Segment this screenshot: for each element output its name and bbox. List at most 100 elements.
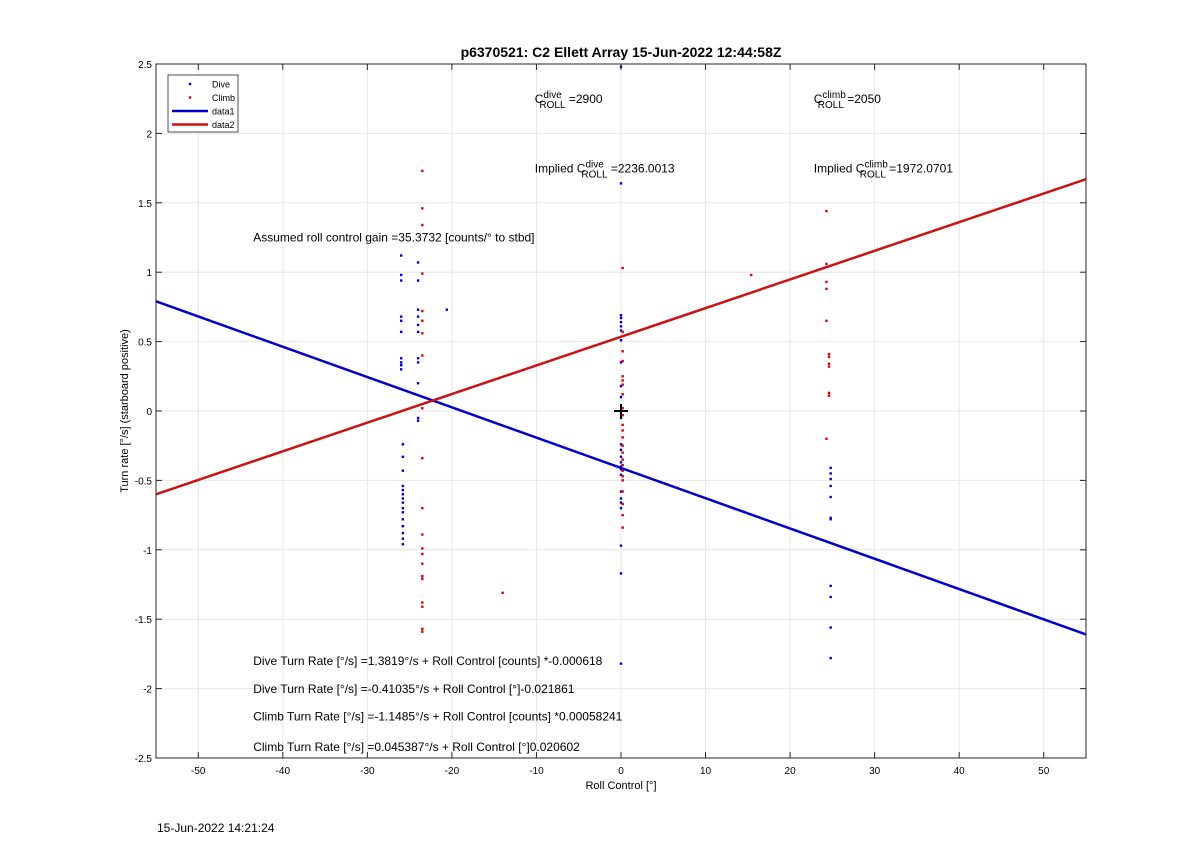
point-dive [619, 455, 623, 459]
point-climb [827, 394, 831, 397]
annotation-prefix: C [535, 92, 544, 106]
x-tick-label: 10 [700, 766, 712, 777]
y-tick-label: -2 [143, 685, 152, 696]
point-climb [621, 526, 624, 529]
point-dive [619, 662, 623, 665]
y-tick-label: 0 [146, 407, 152, 418]
x-tick-label: -20 [445, 766, 460, 777]
text-annotation: Dive Turn Rate [°/s] =1.3819°/s + Roll C… [253, 654, 602, 668]
axis-ticks: -50 -40 -30 -20 -10 0 10 20 30 40 50-2.5-2-1.5-1-0… [135, 60, 1086, 777]
point-climb [621, 458, 624, 461]
point-climb [825, 209, 828, 213]
point-dive [619, 182, 623, 185]
point-climb [421, 630, 424, 633]
annotation-prefix: Implied C [814, 161, 865, 175]
point-dive [619, 325, 623, 328]
x-tick-label: -40 [276, 766, 291, 777]
origin-marker [614, 404, 628, 418]
x-tick-label: 20 [785, 766, 797, 777]
point-dive [619, 544, 623, 547]
point-climb [421, 627, 424, 631]
point-climb [421, 605, 424, 608]
fit-line-data2 [156, 178, 1086, 496]
legend-label: Dive [212, 80, 230, 90]
point-climb [621, 469, 624, 472]
point-dive [399, 361, 403, 364]
point-climb [621, 359, 624, 363]
y-tick-label: 2.5 [138, 60, 152, 71]
point-climb [421, 223, 424, 227]
point-dive [401, 488, 405, 492]
point-climb [421, 547, 424, 550]
point-dive [829, 477, 832, 481]
annotation-value: =2050 [844, 92, 881, 106]
point-dive [416, 357, 420, 360]
point-climb [421, 577, 424, 581]
point-dive [619, 465, 623, 468]
point-dive [401, 525, 405, 528]
point-dive [416, 330, 420, 334]
point-dive [401, 469, 405, 472]
point-dive [401, 511, 405, 514]
point-climb [827, 365, 831, 368]
annotation-subscript: ROLL [581, 169, 608, 180]
point-climb [421, 319, 424, 322]
point-climb [621, 393, 624, 396]
point-dive [416, 416, 420, 420]
point-dive [619, 490, 623, 493]
point-dive [829, 626, 832, 629]
annotation-subscript: ROLL [818, 100, 845, 111]
point-dive [401, 531, 405, 535]
point-dive [401, 543, 405, 546]
point-dive [829, 495, 832, 499]
y-tick-label: -0.5 [135, 476, 153, 487]
text-annotation: Assumed roll control gain =35.3732 [coun… [253, 231, 534, 245]
annotation-impclimb: Implied Cclimb ROLL =1972.0701 [814, 159, 954, 180]
x-axis-label: Roll Control [°] [585, 780, 656, 792]
annotation-prefix: C [814, 92, 823, 106]
point-dive [619, 384, 623, 388]
x-tick-label: 40 [954, 766, 966, 777]
point-dive [401, 537, 405, 540]
point-climb [825, 437, 828, 440]
point-dive [416, 419, 420, 422]
point-dive [416, 361, 420, 364]
point-dive [399, 330, 403, 334]
x-tick-label: -30 [360, 766, 375, 777]
point-climb [421, 309, 424, 313]
point-climb [825, 319, 828, 322]
point-climb [421, 407, 424, 410]
x-tick-label: -50 [191, 766, 206, 777]
point-dive [829, 472, 832, 475]
annotation-superscript: climb [822, 90, 846, 101]
point-climb [421, 332, 424, 335]
point-dive [416, 315, 420, 318]
point-climb [501, 591, 504, 595]
x-tick-label: 30 [869, 766, 881, 777]
point-climb [621, 375, 624, 378]
point-dive [401, 455, 405, 459]
y-tick-label: 2 [146, 129, 152, 140]
point-dive [619, 395, 623, 399]
legend-label: data2 [212, 120, 235, 130]
point-dive [619, 468, 623, 471]
x-tick-label: 0 [618, 766, 624, 777]
point-climb [621, 490, 624, 493]
x-tick-label: -10 [529, 766, 544, 777]
point-dive [401, 484, 405, 488]
annotation-subscript: ROLL [860, 169, 887, 180]
point-dive [829, 518, 832, 521]
text-annotation: Dive Turn Rate [°/s] =-0.41035°/s + Roll… [253, 682, 575, 696]
point-dive [399, 279, 403, 282]
point-dive [619, 572, 623, 575]
point-dive [445, 308, 449, 311]
point-climb [825, 262, 828, 266]
annotation-subscript: ROLL [539, 100, 566, 111]
x-tick-label: 50 [1038, 766, 1050, 777]
point-climb [827, 391, 831, 395]
legend-label: data1 [212, 107, 235, 117]
point-climb [421, 169, 424, 173]
point-dive [399, 357, 403, 360]
point-dive [829, 516, 832, 520]
point-climb [421, 601, 424, 604]
